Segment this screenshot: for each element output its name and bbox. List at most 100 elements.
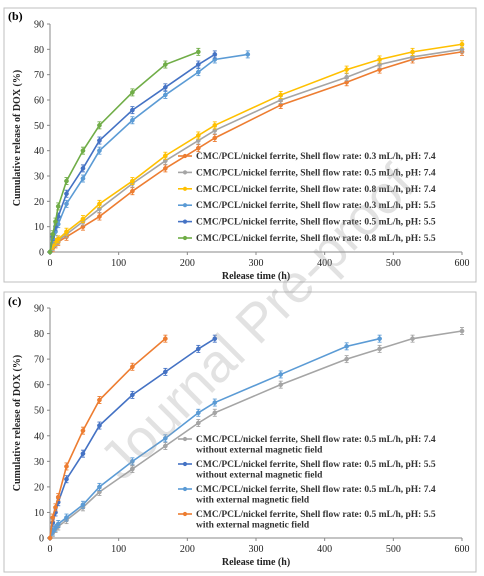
data-point [195,420,201,426]
data-point [377,57,382,62]
legend-entry: CMC/PCL/nickel ferrite, Shell flow rate:… [196,168,436,178]
legend-swatch-marker [182,153,188,159]
series-lightblue [47,334,382,541]
data-point [344,74,349,80]
legend-entry-subline: with external magnetic field [196,521,310,531]
data-point [130,117,135,123]
legend-entry: CMC/PCL/nickel ferrite, Shell flow rate:… [196,435,436,445]
y-tick-label: 10 [34,222,44,233]
y-tick-label: 60 [34,96,44,107]
legend-entry: CMC/PCL/nickel ferrite, Shell flow rate:… [196,152,436,162]
y-tick-label: 50 [34,121,44,132]
data-point [278,372,284,377]
x-tick-label: 300 [249,258,264,269]
data-point [55,236,61,242]
data-point [80,502,86,508]
data-point [50,515,56,520]
legend-swatch-marker [182,486,188,492]
data-point [80,216,86,222]
legend-entry: CMC/PCL/nickel ferrite, Shell flow rate:… [196,510,436,520]
data-point [130,188,135,194]
data-point [459,41,465,47]
x-tick-label: 500 [386,258,401,269]
data-point [64,201,69,207]
data-point [64,464,69,469]
data-point [163,443,168,449]
data-point [130,90,135,95]
legend-entry-subline: without external magnetic field [196,446,323,456]
data-point [278,92,284,98]
legend-swatch-marker [182,235,188,241]
data-point [163,369,168,375]
data-point [245,52,251,57]
x-axis-title: Release time (h) [222,557,290,568]
y-tick-label: 40 [34,431,44,442]
x-tick-label: 500 [386,544,401,555]
x-tick-label: 600 [455,258,470,269]
data-point [163,336,168,342]
chart-frame [3,7,477,283]
legend-swatch-marker [182,186,188,191]
series-line [49,51,199,253]
data-point [97,397,102,403]
data-point [459,328,465,334]
y-tick-label: 30 [34,172,44,183]
data-point [344,343,349,349]
data-point [130,364,135,370]
panel-label: (c) [8,294,21,308]
panel-label: (b) [8,9,23,23]
legend-swatch-marker [182,511,188,517]
y-axis-title: Cumulative release of DOX (%) [12,355,23,491]
y-tick-label: 80 [34,45,44,56]
data-point [97,214,102,219]
legend-swatch-marker [182,203,188,208]
x-axis-title: Release time (h) [222,271,290,282]
data-point [410,336,415,342]
y-tick-label: 70 [34,355,44,366]
data-point [195,133,201,138]
data-point [212,122,218,128]
y-tick-label: 40 [34,146,44,157]
data-point [130,107,135,113]
data-point [163,435,168,441]
data-point [80,451,86,457]
x-tick-label: 200 [180,258,195,269]
chart-panel-c: (c) 0 10 20 30 40 50 60 70 80 90 0 100 200 300 400 500 60… [3,291,477,573]
data-point [163,92,168,98]
chart-panel-b: (b) 0 10 20 30 40 50 60 70 80 90 0 100 200 300 400 500 60… [3,7,477,283]
data-point [344,356,349,362]
legend-entry: CMC/PCL/nickel ferrite, Shell flow rate:… [196,185,436,195]
data-point [53,219,58,224]
data-point [97,201,102,207]
x-tick-label: 400 [317,544,332,555]
data-point [195,346,201,352]
y-tick-label: 60 [34,380,44,391]
x-tick-label: 100 [111,258,126,269]
x-tick-label: 100 [111,544,126,555]
data-point [130,458,135,464]
y-tick-label: 50 [34,406,44,417]
series-green [47,47,201,255]
legend: CMC/PCL/nickel ferrite, Shell flow rate:… [178,152,436,244]
legend-entry-subline: with external magnetic field [196,496,310,506]
data-point [212,336,218,342]
data-point [410,49,415,55]
data-point [64,229,69,235]
data-point [212,52,218,57]
data-point [64,476,69,482]
y-tick-label: 70 [34,70,44,81]
data-point [212,410,218,416]
series-yellow [47,40,465,255]
data-point [80,148,86,154]
data-point [130,392,135,398]
data-point [55,204,61,209]
x-tick-label: 400 [317,258,332,269]
data-point [97,423,102,428]
data-point [80,428,86,434]
y-tick-label: 20 [34,197,44,208]
data-point [212,135,218,141]
data-point [53,504,58,510]
data-point [195,69,201,75]
y-tick-label: 30 [34,457,44,468]
